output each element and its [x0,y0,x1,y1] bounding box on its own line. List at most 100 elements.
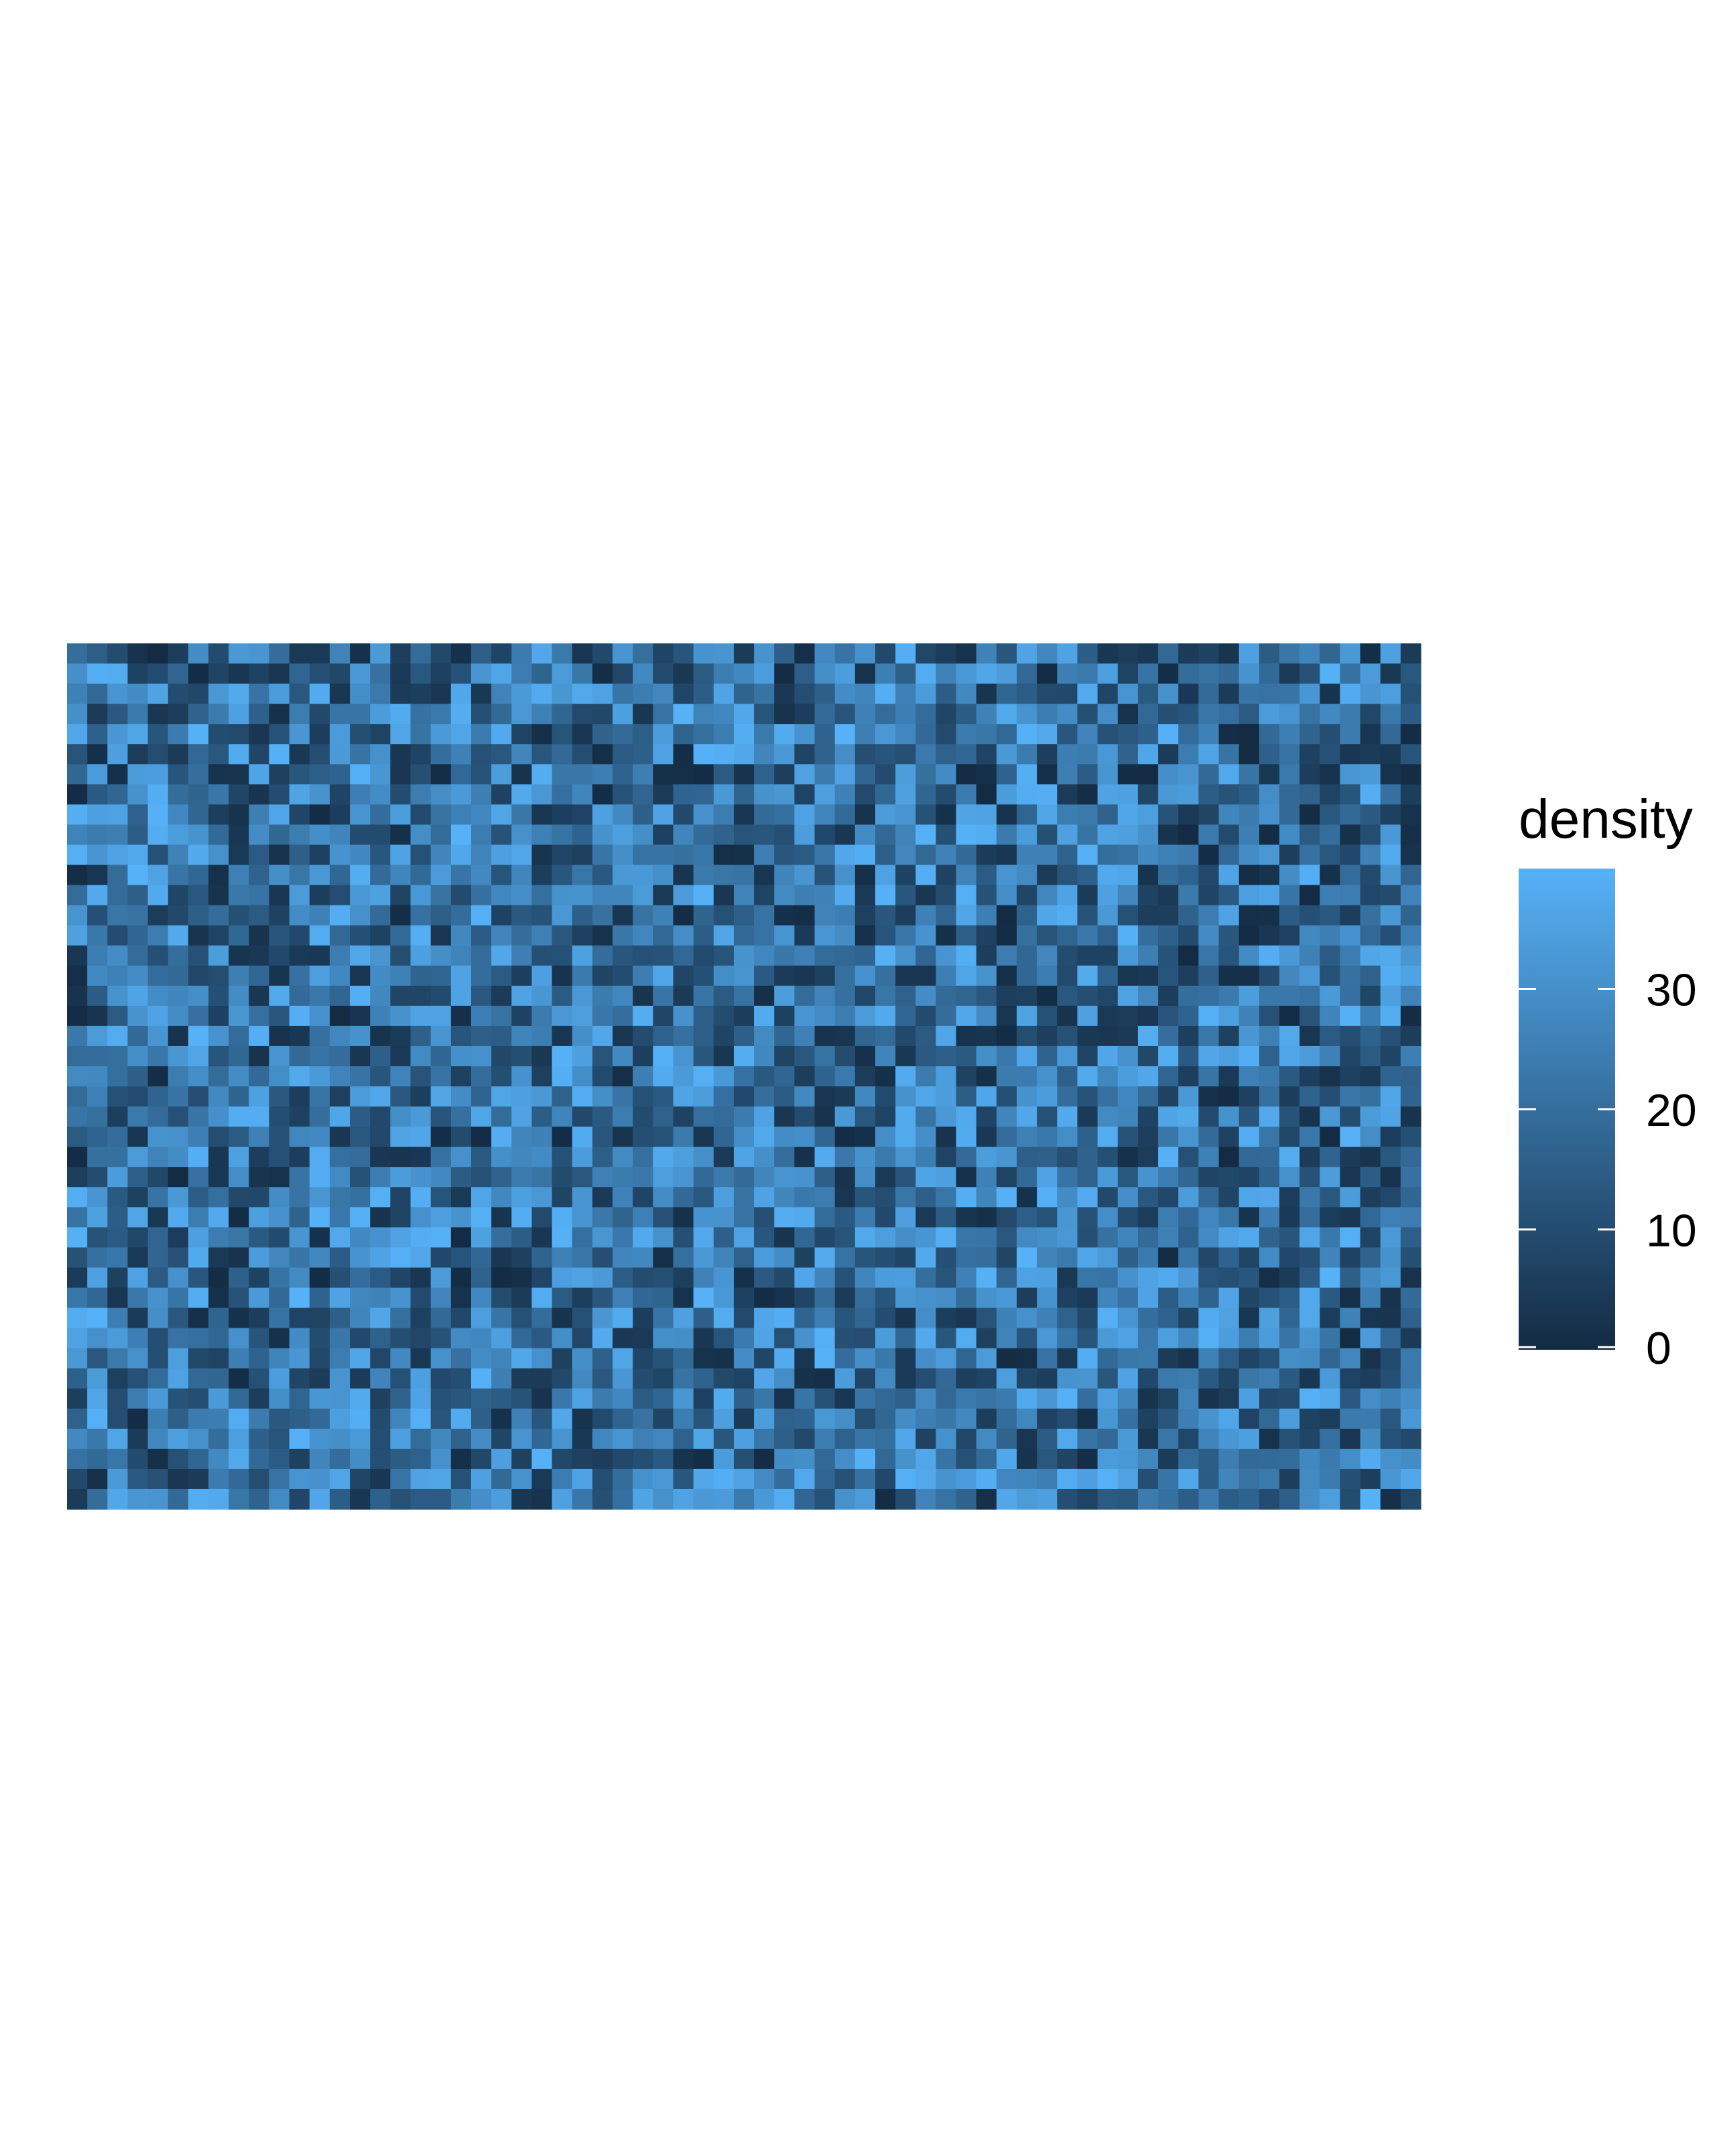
heatmap-cell [1299,1328,1320,1349]
heatmap-cell [875,865,896,886]
heatmap-cell [168,965,189,987]
heatmap-cell [470,885,492,906]
heatmap-cell [309,663,330,684]
heatmap-cell [713,1287,735,1309]
heatmap-cell [229,1388,249,1409]
heatmap-cell [572,1328,593,1349]
heatmap-cell [1117,1488,1139,1510]
heatmap-cell [834,724,856,745]
heatmap-cell [350,1348,371,1369]
heatmap-cell [188,1287,209,1309]
heatmap-cell [633,764,653,785]
heatmap-cell [633,643,653,664]
heatmap-cell [390,1147,411,1167]
heatmap-cell [1037,1086,1058,1107]
heatmap-cell [976,1468,997,1490]
heatmap-cell [976,704,997,724]
heatmap-cell [1158,1328,1179,1349]
heatmap-cell [1097,1066,1119,1087]
heatmap-cell [1259,1448,1280,1470]
heatmap-cell [653,925,674,946]
heatmap-cell [956,1287,977,1309]
heatmap-cell [127,1106,149,1127]
heatmap-cell [1097,945,1119,966]
heatmap-cell [147,1086,169,1107]
heatmap-cell [1117,1086,1139,1107]
heatmap-cell [430,965,452,987]
heatmap-cell [390,1227,411,1248]
heatmap-cell [1320,1167,1340,1188]
heatmap-cell [410,1005,432,1027]
heatmap-cell [1178,1187,1199,1208]
heatmap-cell [613,1448,633,1470]
heatmap-cell [229,1267,249,1289]
heatmap-cell [1360,1127,1381,1147]
heatmap-cell [168,744,189,765]
heatmap-cell [269,1348,290,1369]
heatmap-cell [309,1488,330,1510]
heatmap-cell [430,643,452,664]
heatmap-cell [67,684,88,704]
heatmap-cell [309,1025,330,1047]
heatmap-cell [1137,1247,1159,1269]
heatmap-cell [1117,704,1139,724]
heatmap-cell [592,1207,613,1228]
heatmap-cell [1239,744,1260,765]
heatmap-cell [168,1348,189,1369]
heatmap-cell [1198,704,1220,724]
heatmap-cell [1137,1127,1159,1147]
heatmap-cell [1178,663,1199,684]
heatmap-cell [188,744,209,765]
heatmap-cell [1380,965,1401,987]
heatmap-cell [936,744,957,765]
heatmap-cell [1279,1045,1300,1067]
heatmap-cell [733,1167,755,1188]
heatmap-cell [1097,905,1119,926]
heatmap-cell [693,965,714,987]
heatmap-cell [1259,985,1280,1007]
heatmap-cell [511,643,533,664]
heatmap-cell [390,1348,411,1369]
heatmap-cell [1037,1066,1058,1087]
heatmap-cell [1178,1348,1199,1369]
heatmap-cell [633,1287,653,1309]
heatmap-cell [229,1328,249,1349]
heatmap-cell [1380,844,1401,866]
heatmap-cell [1178,1086,1199,1107]
heatmap-cell [754,985,775,1007]
heatmap-cell [491,1167,512,1188]
heatmap-cell [936,925,957,946]
heatmap-cell [511,663,533,684]
heatmap-cell [976,744,997,765]
heatmap-cell [1279,1408,1300,1430]
heatmap-cell [936,663,957,684]
heatmap-cell [531,844,553,866]
heatmap-cell [1077,1005,1098,1027]
heatmap-cell [127,684,149,704]
heatmap-cell [1320,1488,1340,1510]
heatmap-cell [733,1287,755,1309]
heatmap-cell [289,663,310,684]
heatmap-cell [1137,804,1159,826]
heatmap-cell [956,1207,977,1228]
heatmap-cell [834,945,856,966]
heatmap-cell [713,1428,735,1450]
heatmap-cell [147,724,169,745]
heatmap-cell [249,885,270,906]
heatmap-cell [613,885,633,906]
heatmap-cell [1360,865,1381,886]
heatmap-cell [531,804,553,826]
heatmap-cell [1037,844,1058,866]
heatmap-cell [168,824,189,846]
heatmap-cell [1057,684,1078,704]
heatmap-cell [127,1045,149,1067]
heatmap-cell [450,1227,472,1248]
heatmap-cell [1057,1368,1078,1389]
heatmap-cell [127,1187,149,1208]
heatmap-cell [875,1106,896,1127]
heatmap-cell [1259,1045,1280,1067]
heatmap-cell [1077,824,1098,846]
heatmap-cell [188,1187,209,1208]
heatmap-cell [430,1227,452,1248]
heatmap-cell [936,1428,957,1450]
